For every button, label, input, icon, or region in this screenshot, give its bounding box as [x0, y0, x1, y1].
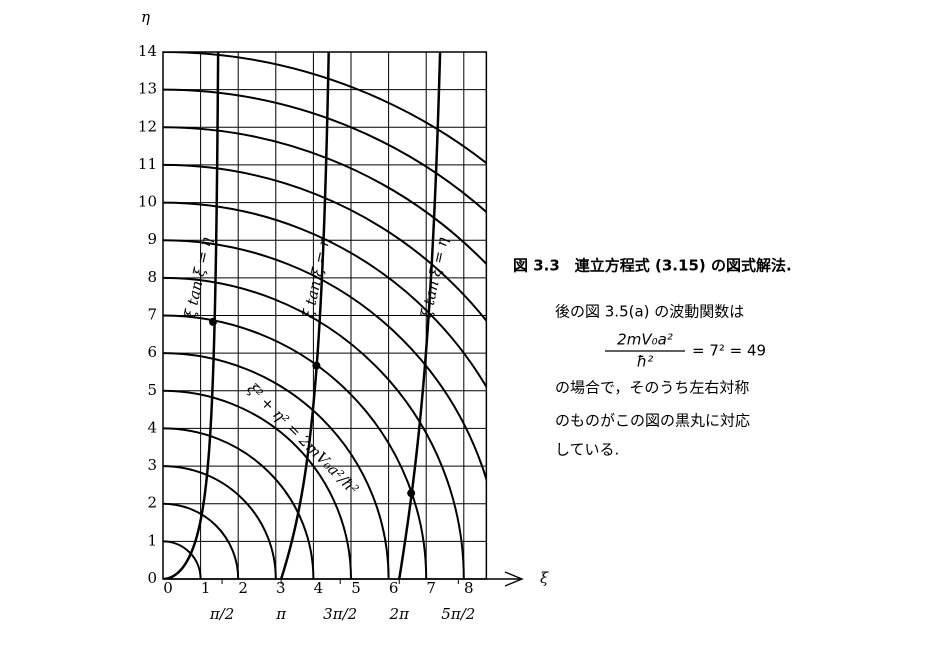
y-axis-label: η	[141, 8, 150, 26]
solution-point	[312, 361, 321, 370]
equation-numerator: 2mV₀a²	[617, 331, 673, 349]
equation-denominator: ħ²	[637, 353, 653, 371]
circle-arc	[163, 88, 487, 214]
x-tick-label: 7	[426, 579, 436, 597]
y-tick-label: 0	[147, 569, 157, 587]
circle-arc	[163, 502, 240, 579]
y-tick-label: 13	[138, 80, 157, 98]
y-tick-label: 6	[147, 343, 157, 361]
y-tick-label: 12	[138, 117, 157, 135]
caption-line: の場合で，そのうち左右対称	[555, 379, 749, 397]
x-tick-label-pi: π/2	[209, 605, 234, 623]
circle-arc	[163, 314, 428, 579]
caption-line: している.	[555, 441, 619, 459]
x-tick-label: 3	[276, 579, 286, 597]
caption-line: のものがこの図の黒丸に対応	[555, 412, 750, 430]
y-tick-label: 1	[147, 531, 157, 549]
circle-arc	[163, 276, 465, 579]
x-tick-label: 2	[238, 579, 248, 597]
x-tick-label-pi: 3π/2	[323, 605, 357, 623]
solution-point	[209, 317, 218, 326]
x-arrow	[504, 571, 524, 587]
x-tick-label: 4	[314, 579, 324, 597]
x-axis-label: ξ	[540, 569, 549, 587]
x-tick-label: 0	[163, 579, 173, 597]
x-tick-label-pi: π	[275, 605, 287, 623]
y-tick-label: 14	[138, 42, 157, 60]
y-tick-label: 7	[147, 306, 157, 324]
circle-arc	[163, 126, 487, 266]
caption-title: 図 3.3 連立方程式 (3.15) の図式解法.	[513, 257, 792, 275]
y-tick-label: 2	[147, 494, 157, 512]
y-tick-label: 10	[138, 193, 157, 211]
circle-arc	[163, 465, 277, 579]
y-tick-label: 8	[147, 268, 157, 286]
x-tick-label-pi: 2π	[389, 605, 411, 623]
y-tick-label: 11	[138, 155, 157, 173]
circle-arc	[163, 540, 202, 579]
y-tick-label: 5	[147, 381, 157, 399]
y-tick-label: 9	[147, 230, 157, 248]
circle-arc	[163, 427, 315, 579]
solution-point	[407, 489, 416, 498]
y-tick-label: 3	[147, 456, 157, 474]
x-tick-label-pi: 5π/2	[441, 605, 475, 623]
x-tick-label: 1	[201, 579, 211, 597]
tan-curve	[398, 52, 442, 579]
plot-area	[163, 52, 487, 579]
circle-arc	[163, 389, 352, 579]
equation-rest: = 7² = 49	[692, 342, 766, 360]
x-tick-label: 8	[464, 579, 474, 597]
tan-curve	[163, 52, 220, 579]
circle-arc	[163, 163, 487, 323]
caption-line: 後の図 3.5(a) の波動関数は	[555, 303, 744, 321]
x-tick-label: 6	[389, 579, 399, 597]
y-tick-label: 4	[147, 418, 157, 436]
circle-arc	[163, 52, 487, 165]
x-tick-label: 5	[351, 579, 361, 597]
tan-curve	[279, 52, 330, 579]
circle-arc	[163, 239, 487, 483]
